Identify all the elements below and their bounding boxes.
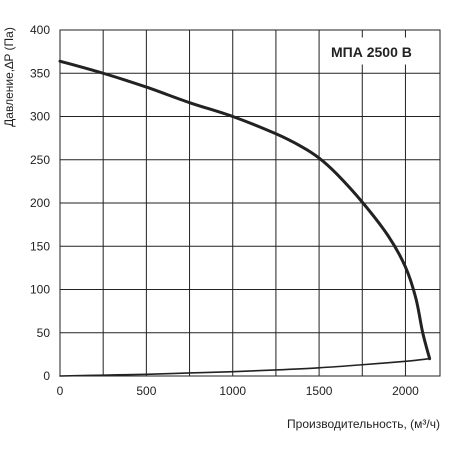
x-tick-labels: 0 500 1000 1500 2000 (57, 384, 419, 398)
chart-title: МПА 2500 B (331, 44, 412, 60)
x-tick-label: 1500 (306, 384, 333, 398)
series-layer (58, 59, 432, 377)
x-tick-label: 2000 (392, 384, 419, 398)
legend: МПА 2500 B (323, 37, 423, 65)
legend-box (323, 37, 423, 65)
y-tick-labels: 0 50 100 150 200 250 300 350 400 (30, 23, 50, 383)
y-tick-label: 0 (43, 369, 50, 383)
y-tick-label: 400 (30, 23, 50, 37)
x-axis-title: Производительность, (м³/ч) (287, 417, 440, 431)
system-curve-line (59, 357, 431, 377)
plot-frame (59, 29, 441, 377)
x-tick-label: 1000 (219, 384, 246, 398)
y-tick-label: 250 (30, 153, 50, 167)
y-tick-label: 150 (30, 239, 50, 253)
y-tick-label: 50 (37, 326, 51, 340)
y-tick-label: 100 (30, 283, 50, 297)
grid (59, 29, 441, 377)
x-tick-label: 500 (136, 384, 156, 398)
fan-curve-line (58, 59, 432, 361)
y-tick-label: 200 (30, 196, 50, 210)
y-axis-title: Давление,∆P (Па) (2, 27, 16, 127)
y-tick-label: 300 (30, 110, 50, 124)
y-tick-label: 350 (30, 66, 50, 80)
x-tick-label: 0 (57, 384, 64, 398)
